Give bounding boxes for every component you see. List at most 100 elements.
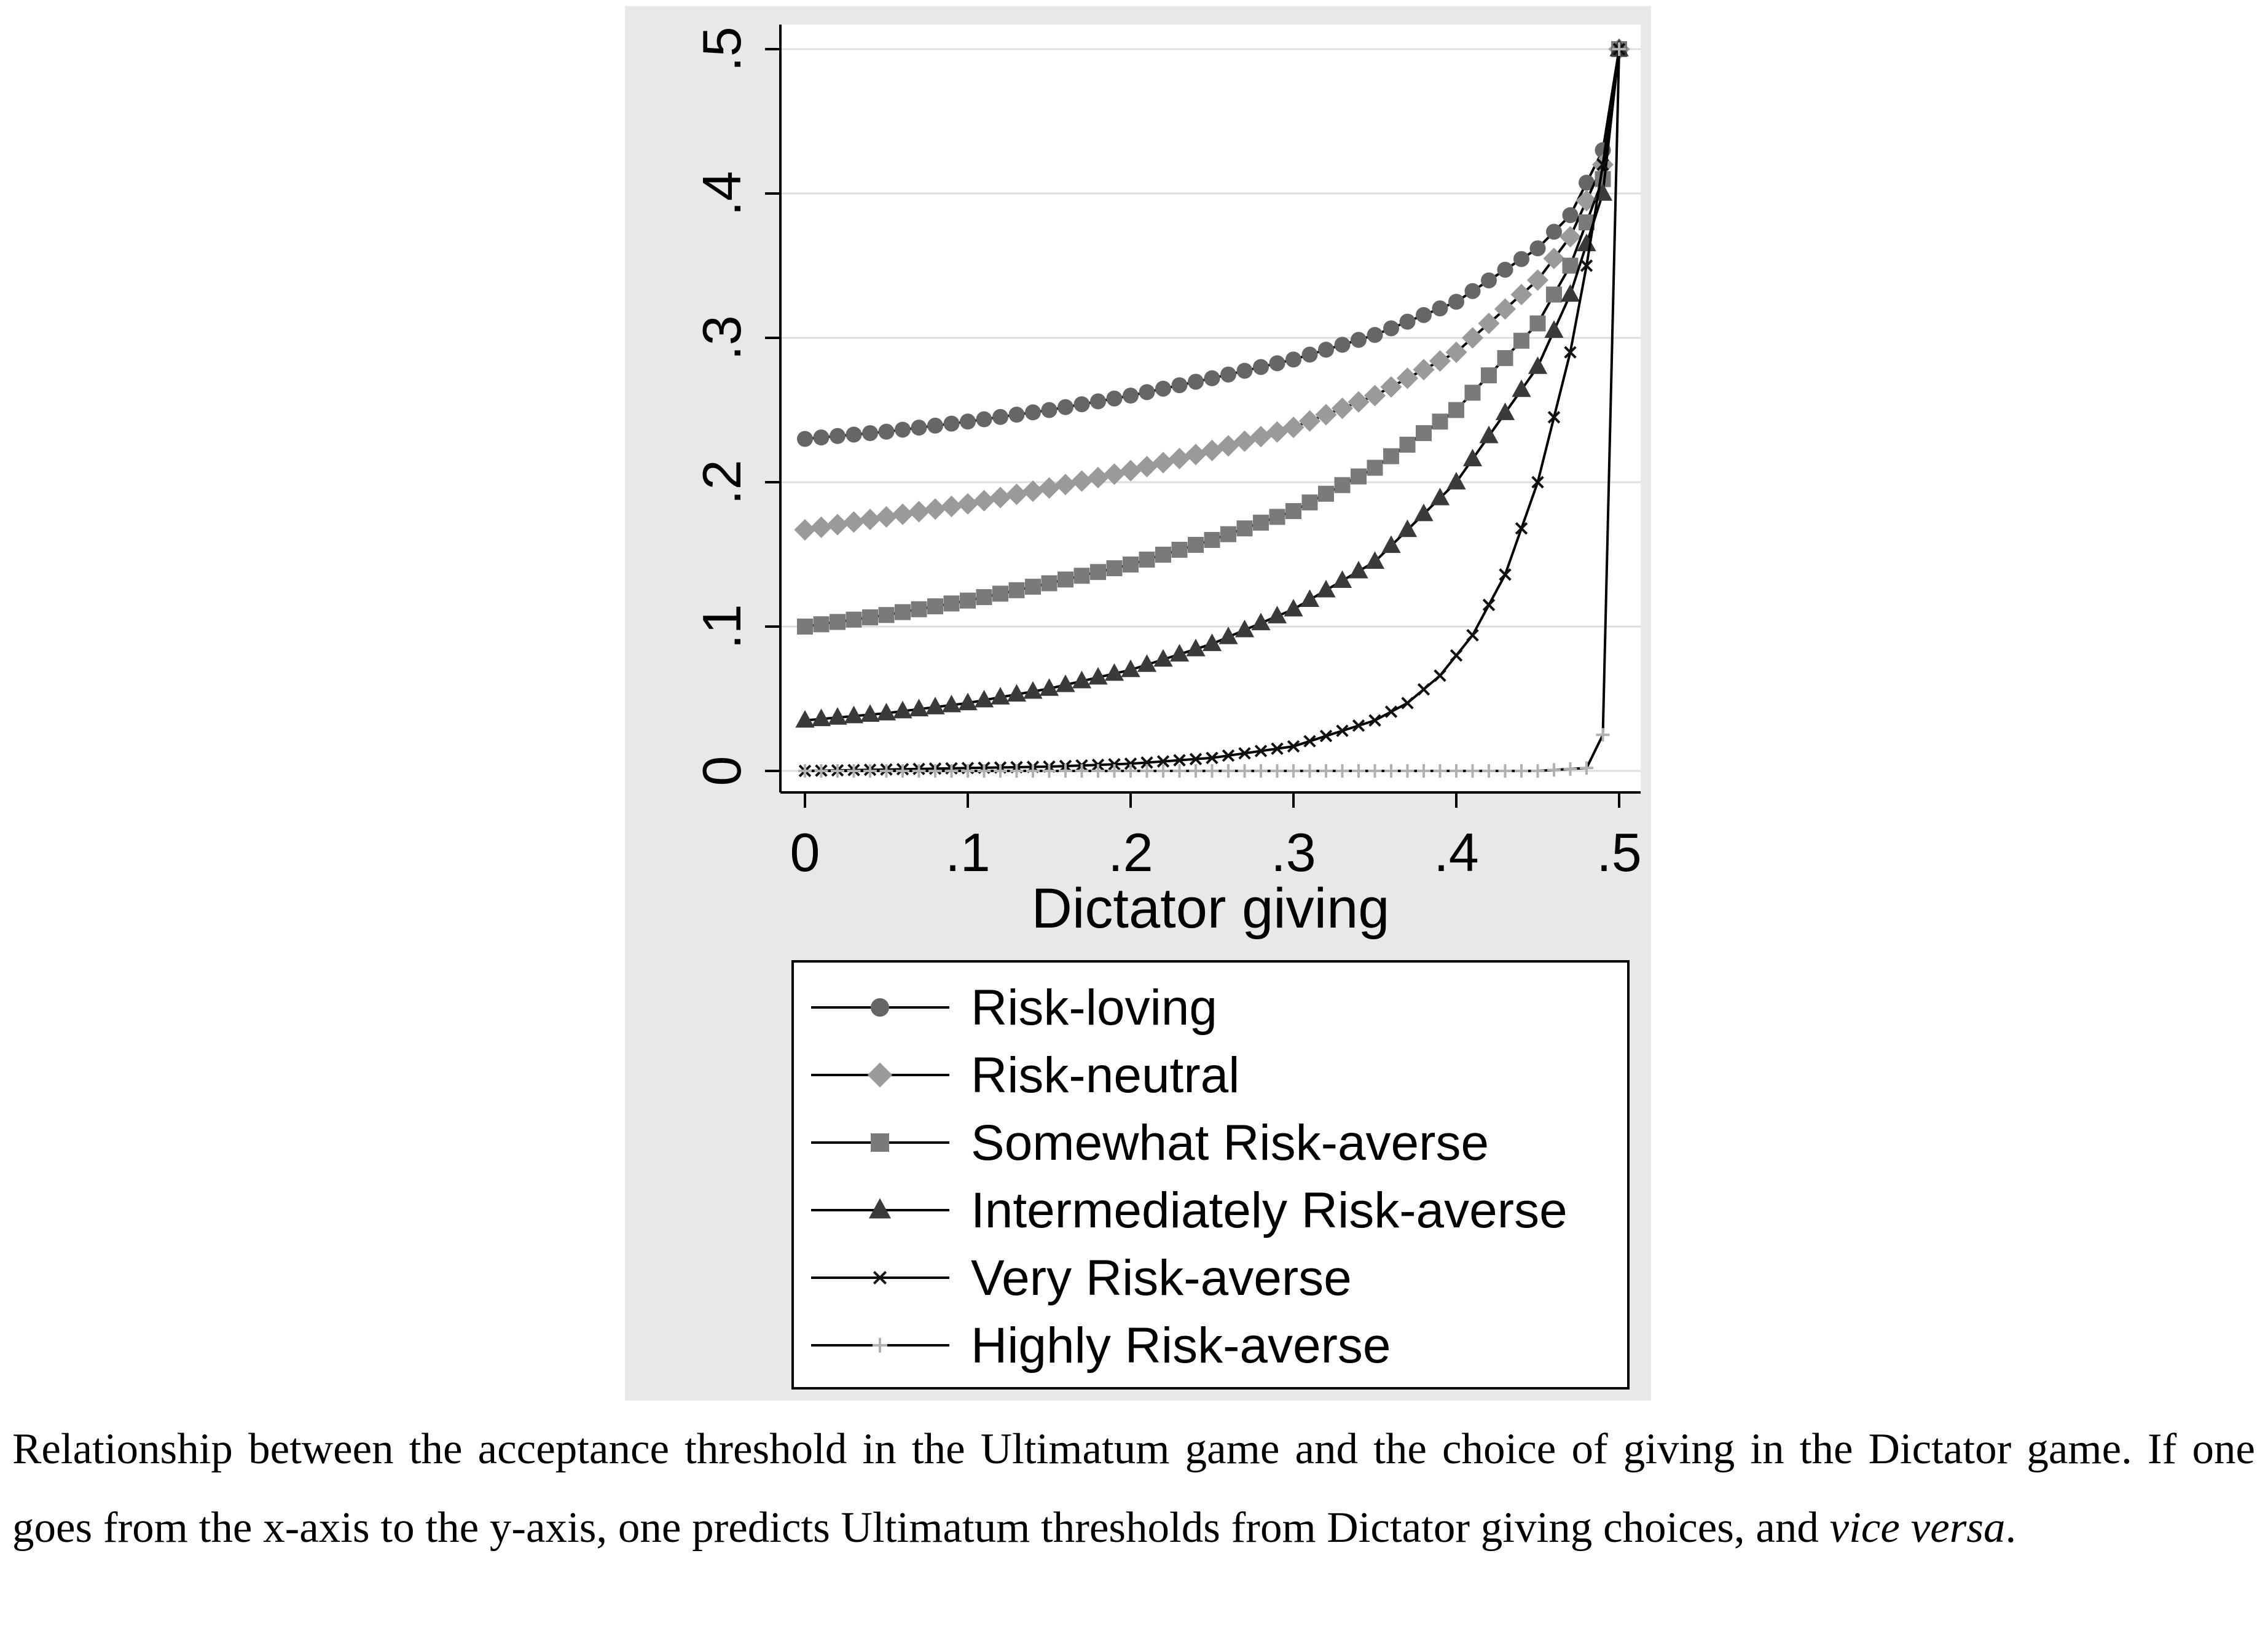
data-point-diamond bbox=[1038, 477, 1061, 499]
data-point-diamond bbox=[810, 516, 833, 538]
data-point-square bbox=[1448, 402, 1464, 418]
data-point-circle bbox=[1546, 224, 1562, 240]
data-point-circle bbox=[960, 413, 976, 430]
data-point-circle bbox=[1090, 393, 1106, 410]
data-point-circle bbox=[1529, 240, 1546, 257]
data-point-circle bbox=[1513, 251, 1529, 267]
data-point-diamond bbox=[875, 506, 898, 528]
data-point-x bbox=[1384, 705, 1398, 718]
data-point-triangle bbox=[1332, 570, 1352, 588]
data-point-plus bbox=[896, 764, 909, 778]
data-point-circle bbox=[1351, 332, 1367, 348]
data-point-x bbox=[1515, 522, 1528, 535]
data-point-circle bbox=[1204, 370, 1220, 386]
data-point-x bbox=[1466, 628, 1479, 642]
data-point-diamond bbox=[1070, 470, 1093, 492]
data-point-plus bbox=[1172, 764, 1187, 778]
data-point-plus bbox=[1400, 764, 1415, 778]
axes: 0 .1 .2 .3 .4 .5 0 .1 .2 .3 .4 .5 bbox=[691, 25, 1642, 883]
data-point-circle bbox=[1301, 346, 1318, 363]
legend-item: Highly Risk-averse bbox=[811, 1318, 1391, 1374]
data-point-square bbox=[846, 611, 862, 628]
data-point-triangle bbox=[1462, 448, 1483, 467]
data-point-diamond bbox=[1298, 410, 1321, 432]
data-point-triangle bbox=[1479, 425, 1499, 444]
x-tick-label: .2 bbox=[1108, 822, 1153, 883]
data-point-diamond bbox=[924, 498, 946, 520]
data-point-diamond bbox=[1413, 359, 1435, 381]
x-tick-label: .4 bbox=[1434, 822, 1478, 883]
legend-label: Very Risk-averse bbox=[971, 1250, 1352, 1306]
data-point-plus bbox=[1482, 764, 1496, 778]
data-point-diamond bbox=[1266, 421, 1289, 443]
data-point-plus bbox=[1075, 764, 1089, 778]
data-point-triangle bbox=[1039, 678, 1059, 696]
data-point-diamond bbox=[989, 487, 1011, 509]
legend-label: Risk-loving bbox=[971, 980, 1217, 1036]
data-point-plus bbox=[1417, 764, 1430, 778]
caption-text: Relationship between the acceptance thre… bbox=[12, 1425, 2255, 1552]
y-tick-label: .5 bbox=[691, 26, 752, 71]
data-point-circle bbox=[797, 431, 813, 447]
data-point-square bbox=[927, 598, 943, 615]
data-point-circle bbox=[1008, 407, 1025, 423]
legend-item: Intermediately Risk-averse bbox=[811, 1182, 1568, 1238]
data-point-plus bbox=[1515, 764, 1528, 778]
data-point-square bbox=[1008, 582, 1025, 598]
data-point-circle bbox=[927, 417, 943, 434]
data-point-plus bbox=[944, 764, 959, 778]
data-point-x bbox=[1287, 740, 1300, 753]
data-point-diamond bbox=[794, 519, 816, 541]
data-point-plus bbox=[879, 764, 893, 778]
data-point-circle bbox=[1448, 294, 1464, 310]
data-point-circle bbox=[1073, 396, 1090, 413]
data-point-diamond bbox=[892, 503, 914, 525]
data-point-square bbox=[1351, 468, 1367, 485]
data-point-triangle bbox=[1153, 649, 1173, 667]
data-point-x bbox=[1319, 729, 1333, 743]
data-point-triangle bbox=[974, 689, 994, 708]
data-point-diamond bbox=[1185, 444, 1207, 466]
data-point-square bbox=[1269, 509, 1285, 525]
y-tick-label: .2 bbox=[691, 459, 752, 504]
data-point-triangle bbox=[1495, 402, 1515, 420]
legend-item: Somewhat Risk-averse bbox=[811, 1115, 1489, 1171]
data-point-square bbox=[1057, 571, 1073, 588]
data-point-diamond bbox=[1152, 452, 1174, 474]
data-point-x bbox=[1156, 755, 1170, 768]
data-point-circle bbox=[1383, 320, 1399, 337]
data-point-x bbox=[1547, 411, 1561, 424]
data-point-circle bbox=[1562, 207, 1579, 224]
data-point-x bbox=[1124, 757, 1137, 770]
data-point-plus bbox=[928, 764, 942, 778]
data-point-plus bbox=[1254, 764, 1268, 778]
data-point-diamond bbox=[1022, 480, 1044, 502]
data-point-plus bbox=[1433, 764, 1447, 778]
data-point-circle bbox=[830, 428, 846, 444]
data-point-x bbox=[1189, 752, 1203, 765]
data-point-diamond bbox=[1478, 312, 1500, 335]
data-point-x bbox=[1434, 669, 1446, 682]
data-point-plus bbox=[1547, 763, 1561, 777]
data-point-square bbox=[1399, 436, 1416, 453]
data-point-diamond bbox=[1380, 376, 1402, 398]
data-point-square bbox=[1464, 385, 1481, 401]
data-point-circle bbox=[1106, 390, 1123, 407]
data-point-square bbox=[1416, 425, 1432, 442]
series-somewhat-risk-averse bbox=[797, 41, 1627, 635]
data-point-square bbox=[1171, 541, 1188, 558]
data-point-plus bbox=[873, 1338, 887, 1353]
data-point-circle bbox=[1399, 313, 1416, 330]
data-point-x bbox=[1352, 719, 1365, 732]
data-point-plus bbox=[1140, 764, 1154, 778]
y-tick-label: .4 bbox=[691, 171, 752, 216]
data-point-diamond bbox=[1005, 483, 1028, 506]
data-point-square bbox=[911, 601, 927, 617]
data-point-plus bbox=[863, 764, 877, 778]
data-point-square bbox=[1106, 560, 1123, 577]
data-point-diamond bbox=[1233, 430, 1256, 452]
data-point-plus bbox=[1238, 764, 1252, 778]
data-point-diamond bbox=[973, 490, 995, 512]
data-point-square bbox=[992, 585, 1008, 602]
data-point-triangle bbox=[1169, 644, 1190, 662]
